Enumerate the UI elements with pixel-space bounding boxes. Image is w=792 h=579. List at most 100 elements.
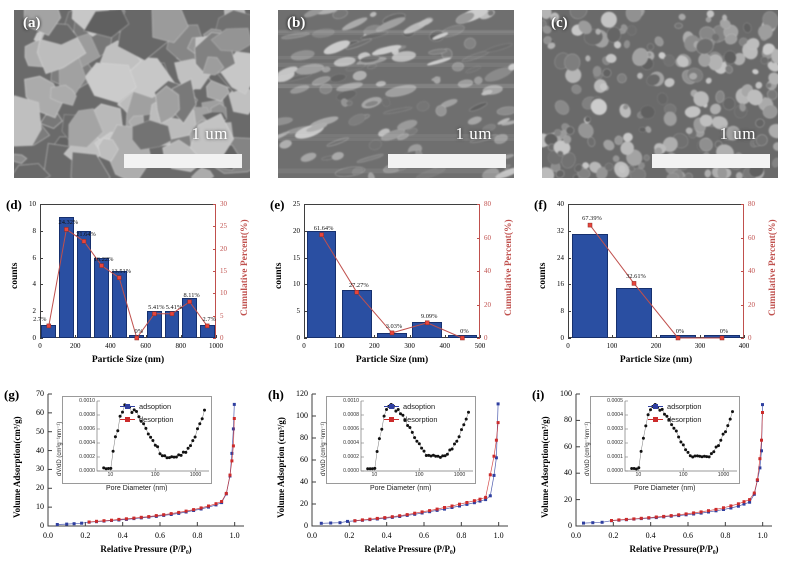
y-tick-label: 20 (293, 226, 300, 235)
x-tick (145, 335, 147, 338)
legend-line-icon (648, 404, 663, 409)
x-tick-label: 0 (566, 342, 570, 350)
x-tick-label: 0 (302, 342, 306, 350)
y-tick-label: 8 (560, 307, 565, 316)
y-tick-label: 6 (32, 253, 37, 262)
y2-tick-label: 15 (220, 267, 227, 275)
series-desorption (87, 417, 236, 524)
y2-tick (741, 338, 744, 339)
histogram-e: (e) 61.64% 27.27% 3.03% 9.09% 0% 0 100 200 300 400… (264, 190, 528, 380)
bar-percent-label: 5.41% (165, 303, 183, 311)
x-tick-label: 0.6 (419, 531, 429, 540)
scale-bar-b (388, 154, 506, 168)
y2-tick (213, 226, 216, 228)
scale-bar-a (124, 154, 242, 168)
inset-y-tick-label: 0.0002 (343, 454, 359, 460)
inset-y-tick-label: 0.0004 (79, 440, 95, 446)
x-tick-label: 0 (38, 342, 42, 350)
y-tick-label: 0 (32, 334, 37, 342)
legend-line-icon (648, 417, 663, 422)
x-axis-title: Particle Size (nm) (355, 355, 429, 365)
legend-label: adsoption (139, 402, 172, 411)
x-tick-label: 600 (140, 342, 151, 350)
x-tick-label: 800 (175, 342, 187, 350)
panel-label-e: (e) (270, 197, 285, 212)
histogram-bar (129, 334, 145, 338)
bar-percent-label: 9.09% (420, 312, 438, 320)
y-axis-title: counts (538, 262, 548, 289)
bar-percent-label: 0% (134, 328, 144, 335)
x-tick-label: 400 (738, 342, 750, 350)
y-axis-title: Volume Adsorption(cm³/g) (540, 416, 550, 518)
inset-y-tick-label: 0.0010 (79, 398, 95, 404)
inset-x-tick-label: 100 (678, 472, 688, 478)
bar-percent-label: 32.61% (626, 273, 646, 281)
legend-line-icon (120, 417, 135, 422)
legend-item-desorption: desorption (120, 415, 174, 424)
sem-row: (a) 1 um (b) 1 um (c) 1 um (0, 0, 792, 190)
y-tick-label: 10 (293, 280, 300, 289)
inset-y-axis-title: dV/dD (cm³g⁻¹nm⁻¹) (57, 421, 63, 476)
legend-label: adsorption (667, 402, 702, 411)
bar-percent-label: 8.11% (183, 291, 200, 299)
x-tick (110, 335, 112, 338)
legend-line-icon (384, 417, 399, 422)
series-desorption (610, 411, 764, 522)
x-tick-label: 0.2 (608, 531, 619, 540)
y2-tick-label: 20 (748, 300, 755, 309)
y2-tick-label: 0 (484, 334, 488, 342)
x-tick (744, 335, 745, 338)
y2-tick (213, 338, 216, 339)
isotherm-h: (h) 0.0 0.2 0.4 0.6 0.8 1.0 0 20 40 60 80 100 120 Rela… (264, 380, 528, 579)
y-tick-label: 0 (296, 334, 301, 342)
histogram-bar (342, 289, 372, 338)
y-tick-label: 120 (296, 389, 308, 398)
histogram-bar (615, 287, 653, 338)
y-tick (40, 311, 43, 313)
legend-item-adsorption: adsorption (648, 402, 702, 411)
y2-tick-label: 40 (484, 267, 491, 275)
y2-tick (477, 237, 480, 239)
x-tick-label: 400 (439, 342, 451, 350)
x-tick (339, 335, 341, 338)
y-tick-label: 60 (36, 407, 44, 417)
x-tick-label: 0.8 (456, 531, 467, 540)
y-tick (40, 230, 43, 232)
y-axis-title: Volume Adsorption(cm³/g) (12, 416, 22, 518)
x-tick-label: 400 (105, 342, 116, 350)
x-tick-label: 0.4 (645, 531, 656, 540)
x-tick-label: 500 (474, 342, 486, 350)
y-tick-label: 0 (304, 521, 308, 530)
y-tick (304, 311, 307, 313)
y-axis-title: Volume Adsoprion (cm³/g) (276, 417, 286, 518)
x-axis-title: Relative Pressure(P/P₀) (629, 544, 719, 554)
x-axis-title: Particle Size (nm) (619, 355, 693, 365)
x-tick-label: 0.4 (381, 531, 392, 540)
y-tick (568, 257, 571, 259)
y-tick (304, 204, 307, 205)
y-tick-label: 8 (32, 226, 37, 235)
y-axis-title: counts (10, 262, 20, 289)
x-axis-title: Relative Pressure (P/P₀) (100, 544, 192, 554)
bar-percent-label: 0% (719, 328, 729, 335)
y-tick-label: 20 (300, 499, 308, 508)
x-tick-label: 300 (404, 342, 415, 350)
inset-y-tick-label: 0.0006 (343, 426, 359, 432)
panel-label-c: (c) (551, 15, 568, 31)
histogram-bar (111, 271, 127, 338)
isotherm-row: (g) 0.0 0.2 0.4 0.6 0.8 1.0 0 10 20 30 40 50 60 70 Rela… (0, 380, 792, 579)
bar-percent-label: 27.27% (348, 282, 369, 290)
legend-item-desorption: desorption (384, 415, 438, 424)
panel-label-d: (d) (6, 197, 22, 212)
x-tick (216, 335, 217, 338)
y-tick-label: 80 (564, 415, 572, 425)
x-tick-label: 0.0 (43, 531, 53, 540)
inset-x-axis-title: Pore Diameter (nm) (370, 485, 432, 492)
y-tick (304, 338, 307, 339)
histogram-bar (41, 324, 57, 338)
x-tick (409, 335, 411, 338)
y2-tick (213, 204, 216, 205)
inset-x-tick-label: 10 (635, 472, 642, 478)
panel-i: (i) 0.0 0.2 0.4 0.6 0.8 1.0 0 20 40 60 80 100 Relativ… (528, 380, 792, 579)
y2-tick (477, 204, 480, 205)
